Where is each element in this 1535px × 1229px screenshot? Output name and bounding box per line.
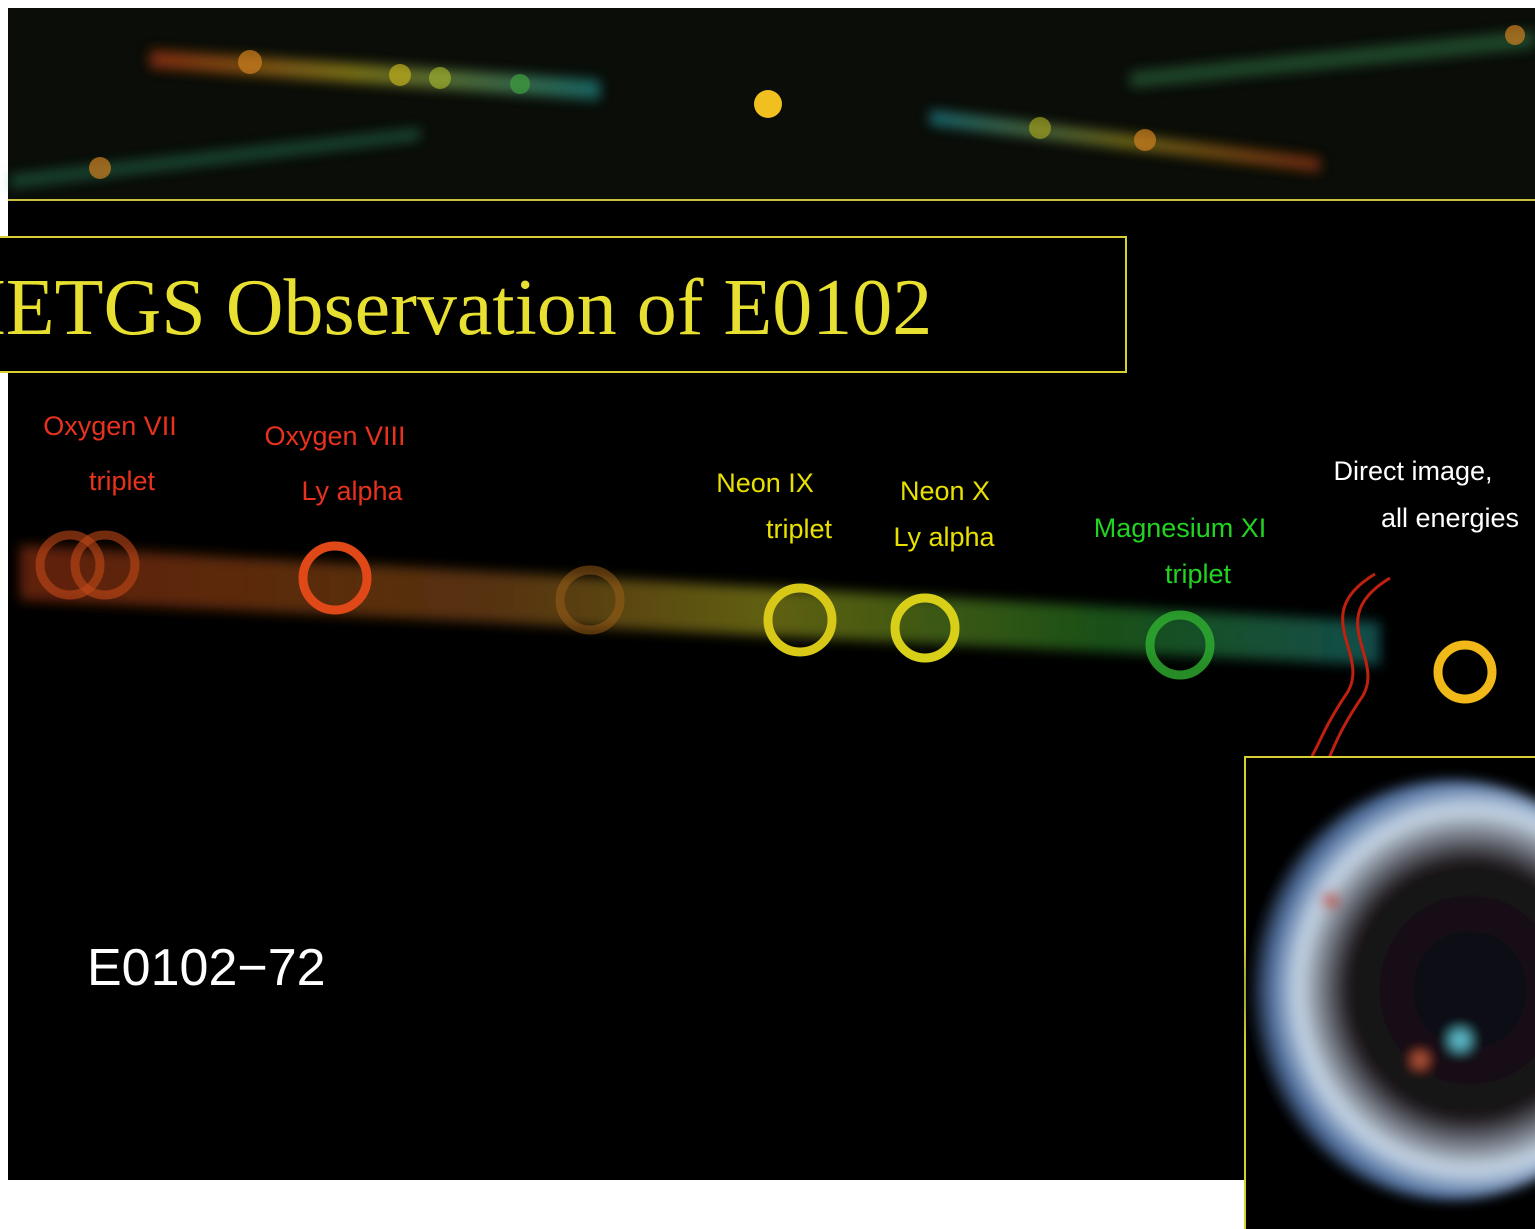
line-label: Ly alpha: [301, 476, 403, 506]
title: HETGS Observation of E0102: [0, 264, 932, 352]
direct-label: Direct image,: [1333, 456, 1492, 486]
object-name: E0102−72: [87, 939, 326, 997]
line-label: Ly alpha: [893, 522, 995, 552]
line-label: triplet: [1165, 559, 1232, 589]
direct-spot: [754, 90, 782, 118]
line-label: Oxygen VIII: [264, 421, 405, 451]
slide: HETGS Observation of E0102 Oxygen VII tr…: [0, 0, 1535, 1229]
direct-label: all energies: [1381, 503, 1519, 533]
line-label: triplet: [89, 466, 156, 496]
line-label: Oxygen VII: [43, 411, 177, 441]
line-label: Neon X: [900, 476, 990, 506]
line-label: Neon IX: [716, 468, 814, 498]
line-label: triplet: [766, 514, 833, 544]
slide-canvas: HETGS Observation of E0102 Oxygen VII tr…: [0, 0, 1535, 1229]
line-label: Magnesium XI: [1094, 513, 1267, 543]
